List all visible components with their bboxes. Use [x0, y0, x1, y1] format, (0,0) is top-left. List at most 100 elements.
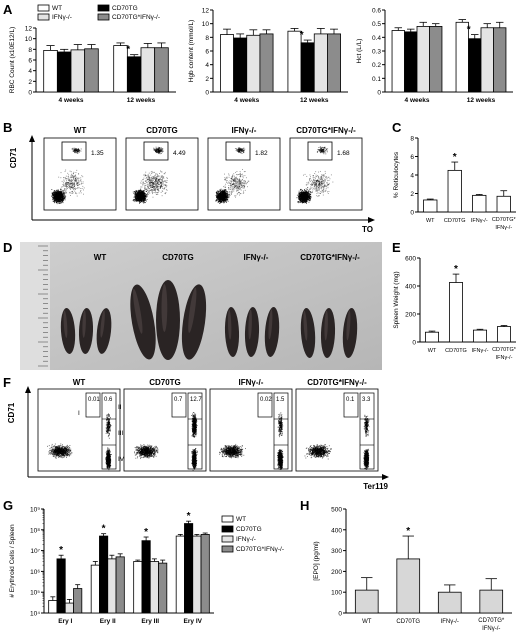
event-dot [65, 178, 67, 180]
event-dot [229, 186, 231, 188]
event-dot [160, 181, 162, 183]
event-dot [240, 151, 242, 153]
event-dot [236, 193, 238, 195]
event-dot [216, 199, 218, 201]
event-dot [240, 174, 242, 176]
event-dot [60, 188, 62, 190]
event-dot [75, 152, 77, 154]
event-dot [76, 195, 78, 197]
event-dot [63, 194, 65, 196]
event-dot [240, 151, 242, 153]
event-dot [165, 185, 167, 187]
event-dot [68, 186, 70, 188]
event-dot [239, 150, 241, 152]
event-dot [219, 194, 221, 196]
event-dot [224, 177, 226, 179]
event-dot [145, 194, 146, 196]
event-dot [238, 192, 240, 194]
event-dot [63, 195, 65, 197]
event-dot [65, 192, 67, 194]
event-dot [161, 176, 163, 178]
event-dot [226, 199, 228, 201]
event-dot [302, 190, 303, 192]
event-dot [306, 196, 307, 198]
event-dot [54, 193, 56, 195]
event-dot [238, 180, 240, 182]
event-dot [236, 178, 238, 180]
event-dot [78, 192, 80, 194]
event-dot [226, 195, 228, 197]
event-dot [236, 187, 238, 189]
event-dot [154, 189, 156, 191]
event-dot [224, 197, 226, 199]
event-dot [72, 184, 74, 186]
event-dot [155, 149, 157, 151]
event-dot [237, 150, 239, 152]
event-dot [64, 188, 66, 190]
event-dot [75, 174, 77, 176]
event-dot [157, 192, 159, 194]
event-dot [150, 187, 152, 189]
event-dot [306, 188, 308, 190]
event-dot [143, 198, 145, 200]
event-dot [230, 192, 232, 194]
bar [246, 34, 261, 93]
event-dot [156, 173, 158, 175]
event-dot [69, 182, 71, 184]
event-dot [77, 187, 79, 189]
event-dot [72, 185, 74, 187]
event-dot [152, 185, 154, 186]
event-dot [73, 176, 75, 178]
event-dot [244, 180, 246, 182]
event-dot [234, 179, 236, 180]
event-dot [241, 150, 243, 152]
event-dot [79, 190, 81, 192]
event-dot [152, 185, 154, 187]
event-dot [222, 190, 224, 192]
event-dot [221, 196, 223, 198]
event-dot [225, 186, 227, 188]
event-dot [237, 193, 239, 195]
event-dot [149, 178, 151, 180]
event-dot [155, 180, 157, 181]
event-dot [153, 183, 155, 185]
event-dot [73, 181, 75, 183]
event-dot [143, 199, 145, 201]
event-dot [161, 179, 163, 181]
event-dot [232, 175, 234, 177]
event-dot [236, 183, 238, 185]
event-dot [154, 151, 156, 152]
event-dot [64, 192, 66, 194]
event-dot [241, 148, 243, 150]
event-dot [218, 193, 220, 195]
event-dot [149, 180, 151, 182]
event-dot [237, 178, 238, 180]
event-dot [51, 195, 53, 197]
event-dot [240, 189, 242, 191]
event-dot [63, 177, 65, 179]
event-dot [229, 192, 231, 194]
event-dot [63, 183, 65, 185]
event-dot [150, 184, 152, 186]
event-dot [134, 199, 136, 201]
event-dot [225, 195, 227, 197]
bar [493, 27, 507, 93]
event-dot [143, 198, 145, 200]
event-dot [54, 199, 55, 201]
event-dot [231, 177, 233, 179]
event-dot [159, 186, 161, 188]
event-dot [54, 197, 56, 199]
event-dot [222, 190, 224, 192]
event-dot [55, 200, 57, 202]
event-dot [56, 197, 58, 199]
event-dot [156, 151, 158, 153]
event-dot [139, 192, 141, 194]
event-dot [300, 189, 302, 191]
event-dot [152, 182, 154, 183]
event-dot [304, 193, 306, 195]
y-tick-label: 0 [205, 90, 209, 97]
event-dot [224, 191, 226, 193]
event-dot [236, 149, 238, 151]
event-dot [144, 187, 146, 189]
event-dot [153, 182, 155, 184]
